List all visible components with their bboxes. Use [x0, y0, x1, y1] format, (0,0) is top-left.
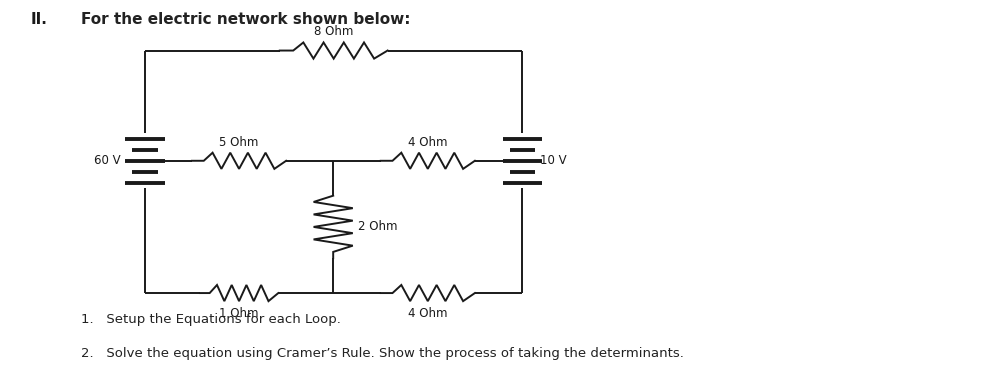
Text: 10 V: 10 V [540, 154, 567, 167]
Text: 1 Ohm: 1 Ohm [219, 307, 258, 320]
Text: 2 Ohm: 2 Ohm [358, 220, 397, 233]
Text: 8 Ohm: 8 Ohm [314, 25, 353, 38]
Text: 2.   Solve the equation using Cramer’s Rule. Show the process of taking the dete: 2. Solve the equation using Cramer’s Rul… [81, 347, 684, 360]
Text: 4 Ohm: 4 Ohm [408, 307, 448, 320]
Text: 4 Ohm: 4 Ohm [408, 136, 448, 149]
Text: 60 V: 60 V [94, 154, 120, 167]
Text: 5 Ohm: 5 Ohm [219, 136, 258, 149]
Text: For the electric network shown below:: For the electric network shown below: [81, 12, 411, 27]
Text: 1.   Setup the Equations for each Loop.: 1. Setup the Equations for each Loop. [81, 313, 341, 326]
Text: II.: II. [31, 12, 47, 27]
